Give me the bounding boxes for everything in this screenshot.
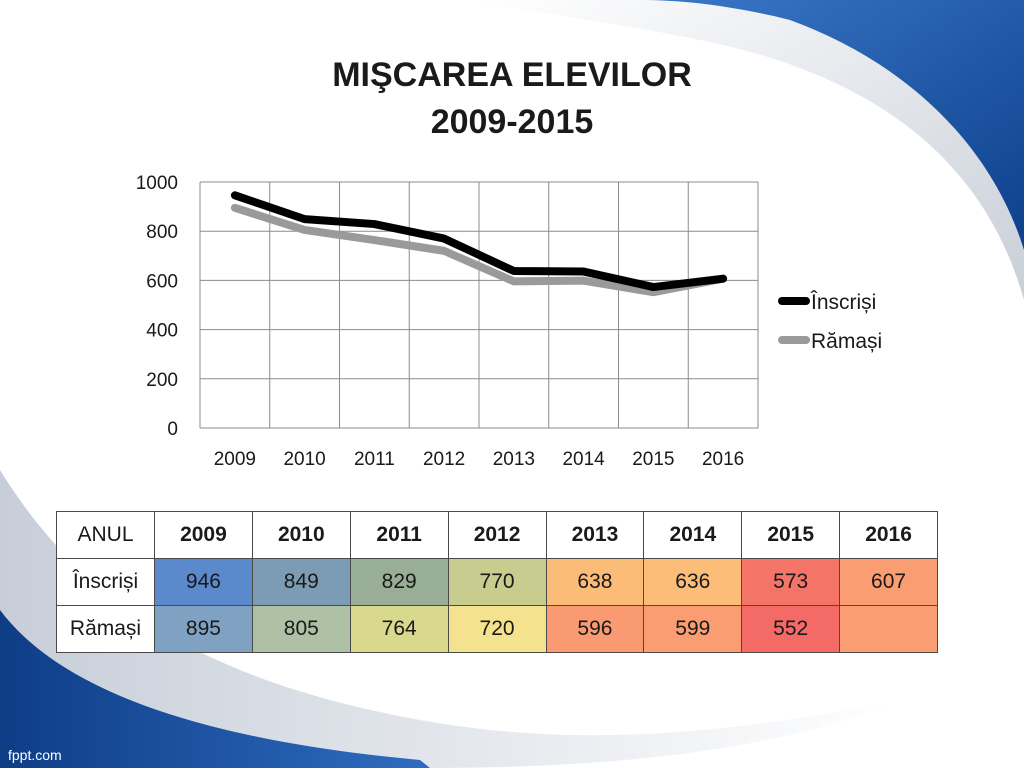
y-tick-label: 1000 xyxy=(136,173,178,194)
table-cell: 607 xyxy=(839,558,938,606)
table-header-row: ANUL 2009 2010 2011 2012 2013 2014 2015 2016 xyxy=(56,511,938,559)
x-tick-label: 2010 xyxy=(283,449,325,470)
data-table: ANUL 2009 2010 2011 2012 2013 2014 2015 2016 Însc… xyxy=(56,511,938,653)
chart-series xyxy=(230,191,728,297)
chart-title-line-2: 2009-2015 xyxy=(431,103,594,141)
top-right-blue-swoosh xyxy=(640,0,1024,250)
x-axis-ticks: 2009 2010 2011 2012 2013 2014 2015 2016 xyxy=(214,449,745,470)
table-header-year: 2012 xyxy=(447,511,547,559)
table-header-year: 2009 xyxy=(154,511,253,559)
x-tick-label: 2009 xyxy=(214,449,256,470)
table-header-label: ANUL xyxy=(56,511,155,559)
table-cell: 596 xyxy=(545,605,645,653)
x-tick-label: 2014 xyxy=(562,449,605,470)
table-cell: 829 xyxy=(349,558,449,606)
table-row: Înscriși 946 849 829 770 638 636 573 607 xyxy=(56,558,938,606)
table-header-year: 2014 xyxy=(643,511,743,559)
table-cell: 720 xyxy=(447,605,547,653)
table-header-year: 2010 xyxy=(251,511,351,559)
table-header-year: 2013 xyxy=(545,511,645,559)
top-right-grey-swoosh xyxy=(470,0,1024,300)
table-cell: 636 xyxy=(643,558,743,606)
table-cell: 770 xyxy=(447,558,547,606)
legend-label: Înscriși xyxy=(810,291,876,314)
table-cell: 849 xyxy=(251,558,351,606)
table-cell: 895 xyxy=(154,605,253,653)
bottom-left-grey-swoosh xyxy=(0,470,900,768)
y-tick-label: 400 xyxy=(146,321,178,342)
series-line-inscrisi xyxy=(230,191,728,292)
table-row: Rămași 895 805 764 720 596 599 552 xyxy=(56,605,938,653)
table-cell: 573 xyxy=(741,558,841,606)
series-line-ramasi xyxy=(230,203,728,297)
x-tick-label: 2012 xyxy=(423,449,465,470)
chart-title-line-1: MIŞCAREA ELEVILOR xyxy=(332,56,692,94)
table-cell: 552 xyxy=(741,605,841,653)
table-cell: 946 xyxy=(154,558,253,606)
table-header-year: 2015 xyxy=(741,511,841,559)
table-header-year: 2016 xyxy=(839,511,938,559)
table-header-year: 2011 xyxy=(349,511,449,559)
chart-gridlines xyxy=(199,181,759,429)
chart-legend: Înscriși Rămași xyxy=(778,291,882,353)
x-tick-label: 2015 xyxy=(632,449,674,470)
table-cell xyxy=(839,605,938,653)
y-tick-label: 600 xyxy=(146,271,178,292)
table-row-label: Rămași xyxy=(56,605,155,653)
y-tick-label: 0 xyxy=(167,419,178,440)
y-tick-label: 200 xyxy=(146,370,178,391)
x-tick-label: 2011 xyxy=(354,449,395,470)
x-tick-label: 2013 xyxy=(493,449,535,470)
table-cell: 599 xyxy=(643,605,743,653)
x-tick-label: 2016 xyxy=(702,449,744,470)
table-cell: 638 xyxy=(545,558,645,606)
bottom-left-blue-swoosh xyxy=(0,610,430,768)
table-cell: 805 xyxy=(251,605,351,653)
footer-brand: fppt.com xyxy=(8,747,62,763)
table-row-label: Înscriși xyxy=(56,558,155,606)
legend-label: Rămași xyxy=(811,330,882,353)
table-cell: 764 xyxy=(349,605,449,653)
y-axis-ticks: 0 200 400 600 800 1000 xyxy=(136,173,178,440)
y-tick-label: 800 xyxy=(146,222,178,243)
